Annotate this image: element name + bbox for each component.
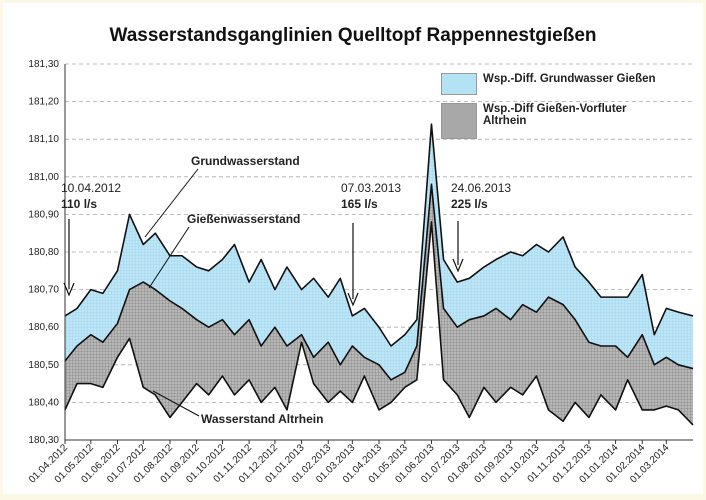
series-line xyxy=(64,221,694,426)
series-label: Grundwasserstand xyxy=(191,154,300,168)
y-tick-label: 181,10 xyxy=(28,134,59,145)
annotation-flow: 110 l/s xyxy=(61,197,97,211)
annotation-flow: 165 l/s xyxy=(341,197,378,211)
y-tick-label: 180,60 xyxy=(28,322,59,333)
chart-title: Wasserstandsganglinien Quelltopf Rappenn… xyxy=(109,25,596,46)
legend-label: Wsp.-Diff Gießen-Vorfluter Altrhein xyxy=(483,103,627,127)
series-line xyxy=(64,183,694,381)
series-label: Wasserstand Altrhein xyxy=(201,412,323,426)
legend-item: Wsp.-Diff Gießen-Vorfluter Altrhein xyxy=(441,103,691,139)
leader-line xyxy=(152,390,200,417)
arrow-head xyxy=(347,292,359,307)
y-tick-label: 181,20 xyxy=(28,97,59,108)
page: Wasserstandsganglinien Quelltopf Rappenn… xyxy=(3,3,703,494)
legend-swatch xyxy=(441,103,477,139)
leader-line xyxy=(144,168,199,238)
series-label: Gießenwasserstand xyxy=(187,212,300,226)
annotation-date: 07.03.2013 xyxy=(341,181,401,195)
leader-line xyxy=(148,226,190,289)
y-tick-label: 181,00 xyxy=(28,172,59,183)
arrow-head xyxy=(63,282,75,297)
annotation-date: 10.04.2012 xyxy=(61,181,121,195)
y-tick-label: 180,50 xyxy=(28,360,59,371)
band xyxy=(65,184,693,425)
y-tick-label: 180,30 xyxy=(28,435,59,446)
annotation-date: 24.06.2013 xyxy=(451,181,511,195)
annotation-flow: 225 l/s xyxy=(451,197,488,211)
chart: Wasserstandsganglinien Quelltopf Rappenn… xyxy=(27,25,694,486)
legend-swatch xyxy=(441,73,477,95)
legend-label: Wsp.-Diff. Grundwasser Gießen xyxy=(483,73,656,85)
y-tick-label: 180,80 xyxy=(28,247,59,258)
y-tick-label: 180,40 xyxy=(28,397,59,408)
y-tick-label: 180,70 xyxy=(28,285,59,296)
legend: Wsp.-Diff. Grundwasser Gießen Wsp.-Diff G… xyxy=(441,73,691,147)
annotations xyxy=(63,168,464,417)
arrow-head xyxy=(452,258,464,273)
y-tick-label: 181,30 xyxy=(28,59,59,70)
y-tick-label: 180,90 xyxy=(28,209,59,220)
band xyxy=(65,124,693,380)
legend-item: Wsp.-Diff. Grundwasser Gießen xyxy=(441,73,691,95)
